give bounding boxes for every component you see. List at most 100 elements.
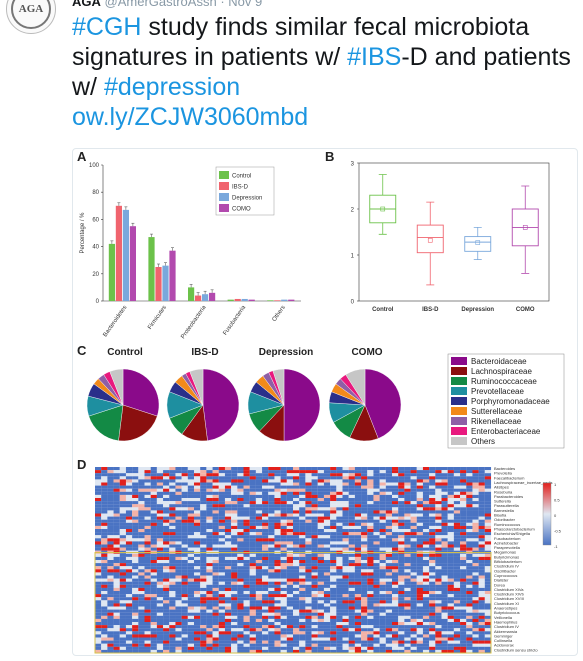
heatmap-cell [404,597,411,601]
heatmap-cell [342,476,349,480]
heatmap-cell [299,467,306,471]
heatmap-cell [317,541,324,545]
heatmap-cell [268,473,275,477]
author-handle[interactable]: @AmerGastroAssn [104,0,217,9]
heatmap-cell [255,634,263,638]
heatmap-cell [398,606,405,610]
heatmap-cell [212,560,219,564]
heatmap-cell [330,510,337,514]
heatmap-cell [150,470,157,474]
heatmap-cell [478,575,485,579]
heatmap-cell [231,467,238,471]
heatmap-cell [280,637,287,641]
tweet-date[interactable]: Nov 9 [228,0,263,9]
heatmap-cell [441,470,448,474]
heatmap-cell [95,591,102,595]
heatmap-cell [169,606,176,610]
heatmap-cell [175,612,182,616]
heatmap-cell [410,553,417,557]
heatmap-cell [422,513,430,517]
heatmap-cell [367,600,374,604]
heatmap-cell [150,498,157,502]
heatmap-cell [367,470,374,474]
heatmap-cell [435,494,442,499]
heatmap-cell [422,603,430,607]
hashtag-ibs[interactable]: #IBS [347,43,402,71]
heatmap-cell [286,649,294,654]
heatmap-cell [466,516,473,520]
heatmap-cell [330,581,337,585]
heatmap-cell [268,541,275,545]
heatmap-cell [224,587,232,592]
heatmap-cell [398,637,405,641]
heatmap-cell [342,646,349,650]
heatmap-cell [212,541,219,545]
box-mean-control [380,206,386,212]
heatmap-cell [144,603,151,607]
heatmap-cell [107,498,114,502]
tweet-link[interactable]: ow.ly/ZCJW3060mbd [72,103,309,131]
heatmap-cell [373,578,380,582]
heatmap-cell [125,516,133,520]
heatmap-cell [354,609,362,613]
author-name[interactable]: AGA [72,0,101,9]
heatmap-cell [478,473,485,477]
heatmap-cell [255,535,263,539]
hashtag-depression[interactable]: #depression [103,73,241,101]
heatmap-cell [348,516,355,520]
heatmap-cell [441,467,448,471]
heatmap-cell [187,646,195,650]
heatmap-cell [113,476,120,480]
heatmap-cell [181,591,188,595]
heatmap-cell [305,581,312,585]
heatmap-cell [187,575,195,579]
heatmap-cell [410,532,417,536]
heatmap-cell [187,612,195,616]
hashtag-cgh[interactable]: #CGH [72,13,142,41]
heatmap-cell [194,544,201,548]
panel-label-a: A [77,149,87,164]
heatmap-cell [336,560,343,564]
heatmap-cell [472,556,479,561]
heatmap-cell [367,507,374,511]
heatmap-cell [478,541,485,545]
heatmap-row-label-oscillibacter: Oscillibacter [494,568,516,573]
heatmap-cell [181,485,188,489]
heatmap-cell [218,591,225,595]
heatmap-cell [224,535,232,539]
heatmap-cell [212,525,219,530]
heatmap-cell [317,591,324,595]
heatmap-cell [107,637,114,641]
heatmap-cell [200,569,207,573]
heatmap-cell [354,643,362,647]
heatmap-cell [460,646,467,650]
heatmap-cell [237,584,244,588]
heatmap-cell [169,535,176,539]
heatmap-cell [404,504,411,508]
heatmap-cell [484,609,492,613]
heatmap-cell [299,609,306,613]
heatmap-cell [429,544,436,548]
heatmap-cell [305,615,312,619]
tweet-image[interactable]: A B C D 0 20 40 60 80 100 Percentage / % Bacteroide… [72,148,578,656]
heatmap-cell [429,587,436,592]
heatmap-cell [218,541,225,545]
heatmap-cell [447,473,454,477]
heatmap-cell [404,535,411,539]
heatmap-cell [354,597,362,601]
heatmap-cell [323,600,331,604]
heatmap-cell [286,538,294,542]
heatmap-cell [416,649,423,654]
heatmap-cell [354,649,362,654]
heatmap-cell [200,485,207,489]
avatar[interactable]: AGA [6,0,56,34]
heatmap-cell [472,519,479,523]
heatmap-cell [373,609,380,613]
heatmap-cell [249,563,256,567]
heatmap-cell [323,525,331,530]
heatmap-cell [305,516,312,520]
heatmap-cell [348,618,355,623]
heatmap-cell [404,553,411,557]
heatmap-cell [466,547,473,551]
heatmap-cell [163,470,170,474]
